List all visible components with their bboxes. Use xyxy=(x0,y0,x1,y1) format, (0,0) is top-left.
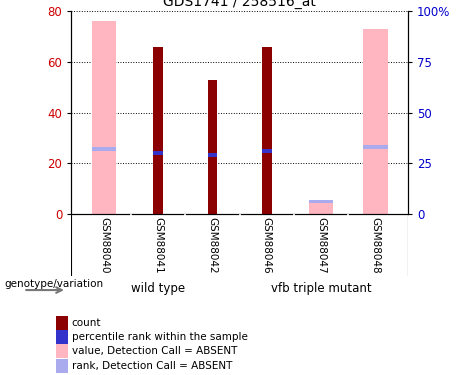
Text: GSM88047: GSM88047 xyxy=(316,217,326,273)
Bar xyxy=(363,29,388,214)
FancyBboxPatch shape xyxy=(56,359,68,373)
Text: wild type: wild type xyxy=(131,282,185,295)
Bar xyxy=(363,145,388,149)
Bar xyxy=(92,21,116,214)
Bar xyxy=(262,149,272,153)
Bar xyxy=(92,147,116,151)
Bar xyxy=(208,80,218,214)
Text: percentile rank within the sample: percentile rank within the sample xyxy=(72,332,248,342)
Text: GSM88041: GSM88041 xyxy=(154,217,163,273)
Text: value, Detection Call = ABSENT: value, Detection Call = ABSENT xyxy=(72,346,237,356)
Bar xyxy=(208,153,218,157)
FancyBboxPatch shape xyxy=(56,316,68,330)
Title: GDS1741 / 258516_at: GDS1741 / 258516_at xyxy=(163,0,316,9)
FancyBboxPatch shape xyxy=(56,330,68,344)
Bar xyxy=(154,47,163,214)
Bar xyxy=(309,201,333,214)
Bar xyxy=(154,151,163,155)
Text: GSM88048: GSM88048 xyxy=(371,217,380,273)
Text: genotype/variation: genotype/variation xyxy=(5,279,104,290)
Text: GSM88046: GSM88046 xyxy=(262,217,272,273)
Bar xyxy=(309,200,333,204)
Text: vfb triple mutant: vfb triple mutant xyxy=(271,282,372,295)
Text: GSM88040: GSM88040 xyxy=(99,217,109,273)
Text: GSM88042: GSM88042 xyxy=(207,217,218,273)
FancyBboxPatch shape xyxy=(56,344,68,358)
Text: count: count xyxy=(72,318,101,328)
Text: rank, Detection Call = ABSENT: rank, Detection Call = ABSENT xyxy=(72,361,232,371)
Bar xyxy=(262,47,272,214)
